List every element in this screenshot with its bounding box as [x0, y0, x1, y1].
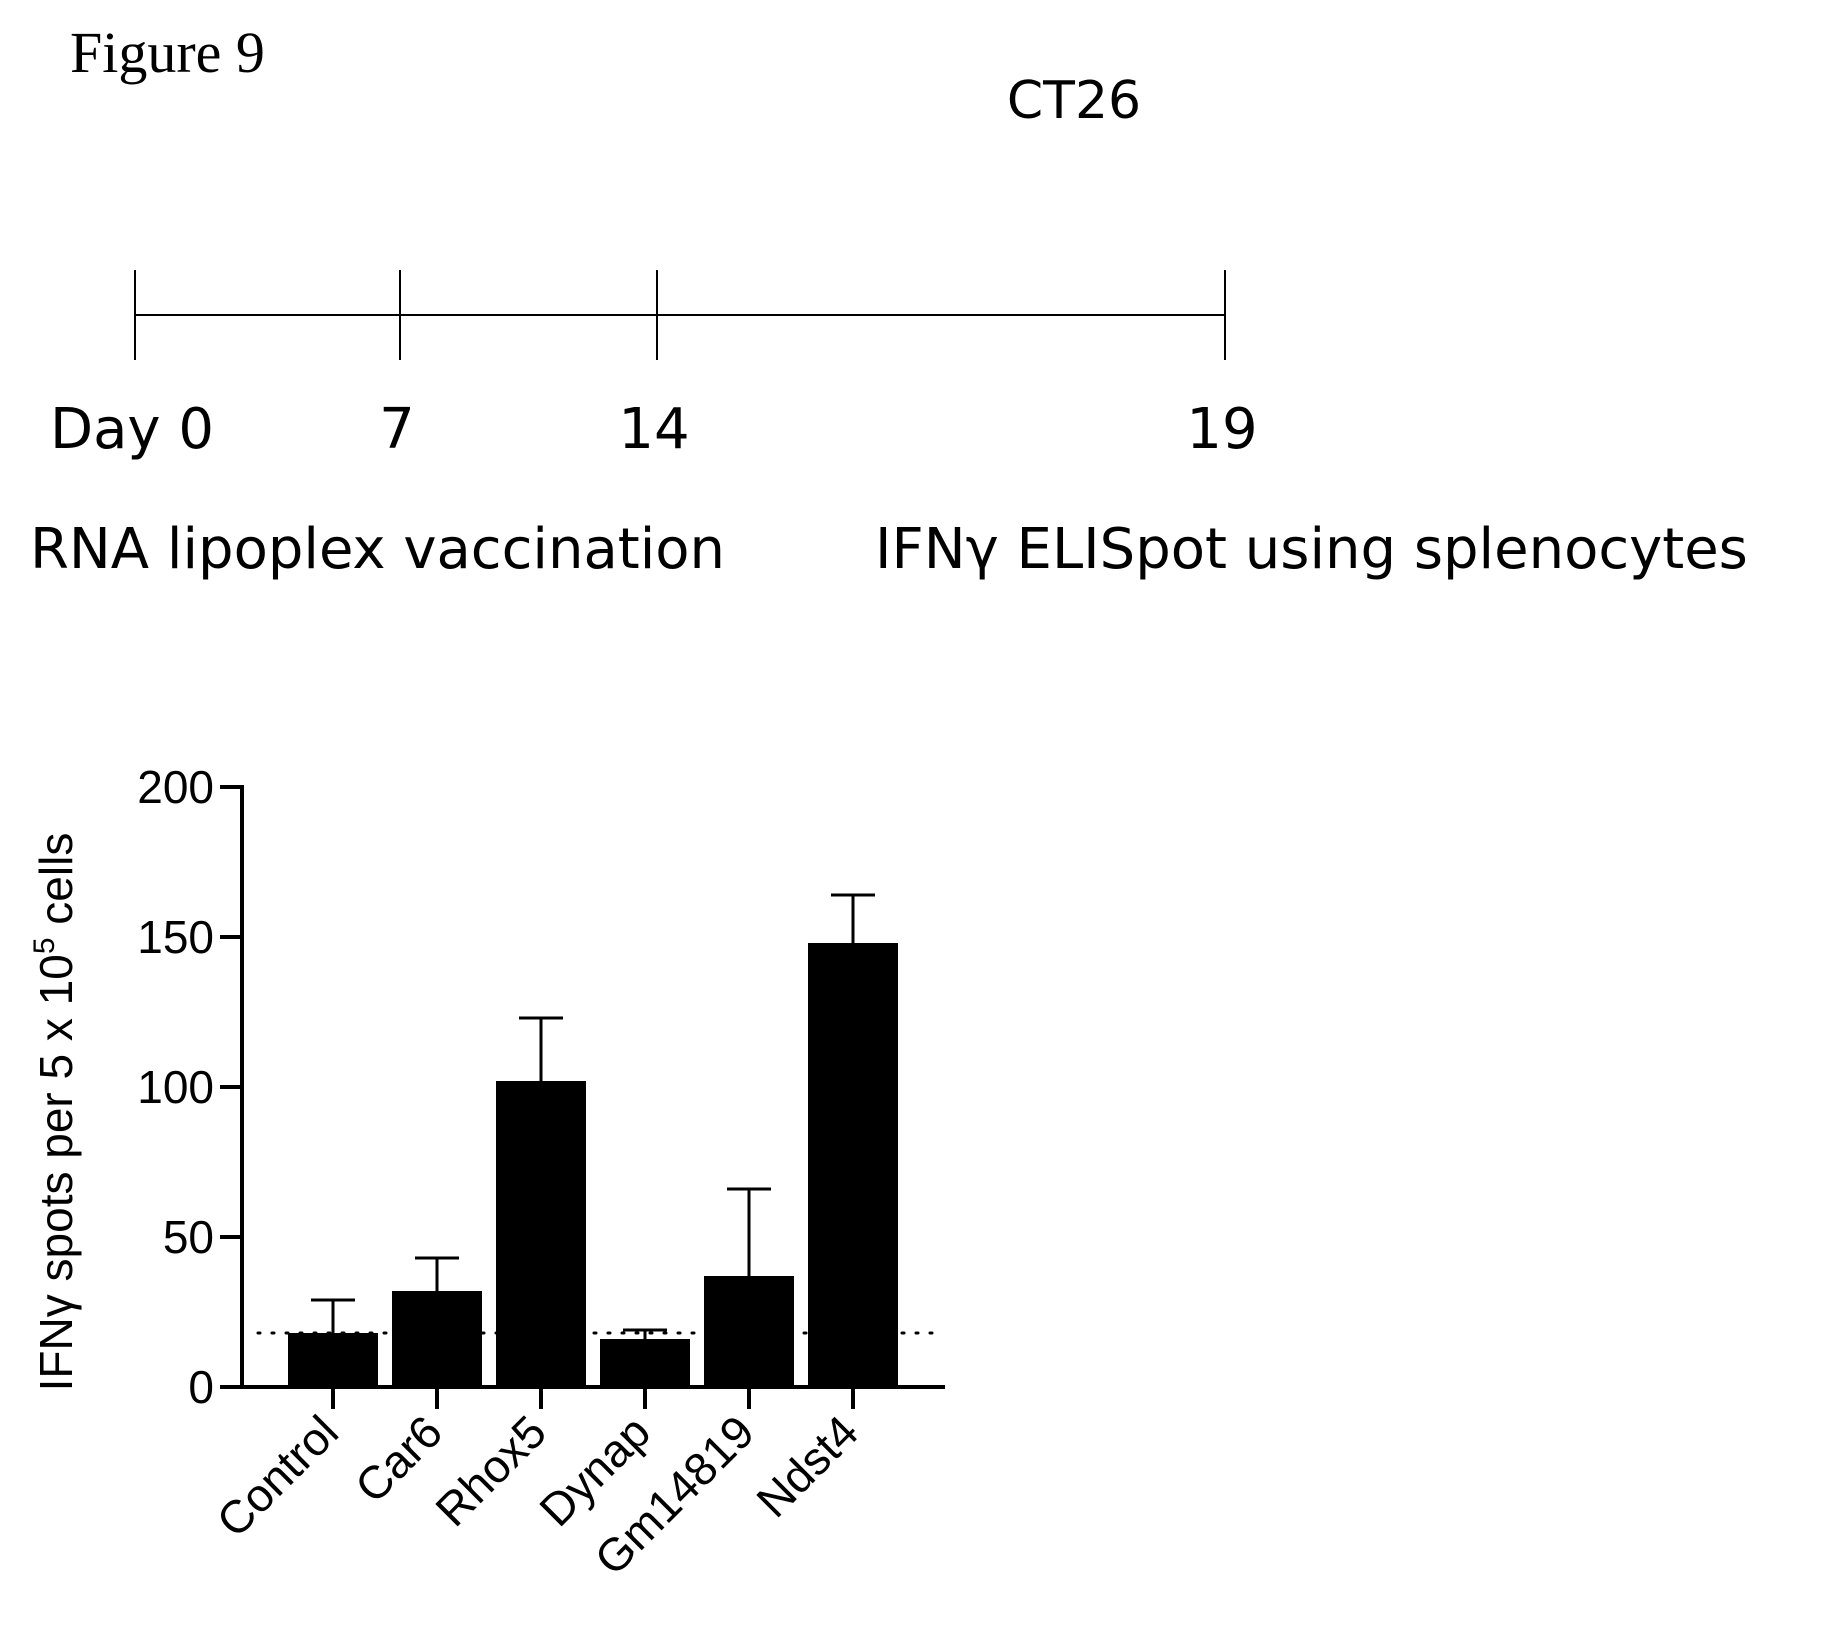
- svg-text:IFNγ spots per 5 x 105 cells: IFNγ spots per 5 x 105 cells: [28, 833, 82, 1392]
- bar-chart: 050100150200ControlCar6Rhox5DynapGm14819…: [28, 761, 945, 1585]
- y-axis-label-main: IFNγ spots per 5 x 10: [30, 954, 82, 1391]
- bar-car6: [392, 1291, 482, 1387]
- x-tick-label-ndst4: Ndst4: [746, 1405, 868, 1527]
- bar-rhox5: [496, 1081, 586, 1387]
- bar-ndst4: [808, 943, 898, 1387]
- timeline-label-day-7: 7: [379, 397, 415, 462]
- x-tick-label-control: Control: [206, 1405, 348, 1547]
- y-axis-label: IFNγ spots per 5 x 105 cells: [28, 833, 82, 1392]
- y-axis-label-superscript: 5: [28, 937, 61, 954]
- figure-label: Figure 9: [70, 20, 265, 85]
- y-tick-label: 100: [137, 1061, 214, 1113]
- vaccination-label: RNA lipoplex vaccination: [30, 517, 725, 582]
- x-tick-label-rhox5: Rhox5: [425, 1405, 556, 1536]
- timeline-label-day-0: Day 0: [50, 397, 214, 462]
- timeline-label-day-14: 14: [618, 397, 689, 462]
- readout-label: IFNγ ELISpot using splenocytes: [875, 517, 1748, 582]
- y-tick-label: 0: [188, 1361, 214, 1413]
- y-tick-label: 50: [163, 1211, 214, 1263]
- timeline: Day 0 7 14 19 RNA lipoplex vaccination I…: [30, 270, 1748, 582]
- bar-control: [288, 1333, 378, 1387]
- model-label: CT26: [1007, 71, 1141, 131]
- y-tick-label: 150: [137, 911, 214, 963]
- timeline-label-day-19: 19: [1186, 397, 1257, 462]
- bar-dynap: [600, 1339, 690, 1387]
- y-axis-label-suffix: cells: [30, 833, 82, 938]
- y-tick-label: 200: [137, 761, 214, 813]
